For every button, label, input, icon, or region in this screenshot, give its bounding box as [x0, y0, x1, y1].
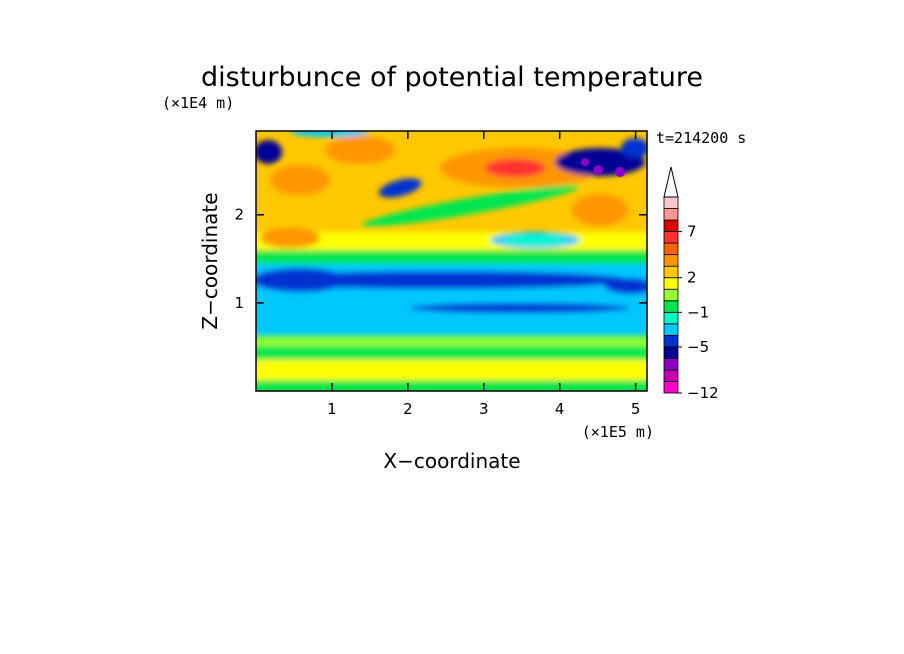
cyan-upper-1	[290, 131, 370, 137]
colorbar-segment	[663, 369, 679, 382]
purple-core-3	[581, 158, 589, 166]
band-bottom-green	[256, 378, 647, 391]
colorbar-segment	[663, 346, 679, 359]
blue-upper-4	[621, 138, 647, 158]
blue-band-3	[410, 303, 630, 313]
colorbar-segment	[663, 358, 679, 371]
band-yellow-low	[256, 358, 647, 380]
x-unit-label: (×1E5 m)	[582, 423, 654, 441]
colorbar-segment	[663, 323, 679, 336]
chart-title: disturbunce of potential temperature	[201, 62, 703, 93]
purple-core-2	[615, 167, 625, 177]
colorbar-extend-triangle	[663, 166, 679, 198]
x-ticks: 1 2 3 4 5	[327, 131, 640, 418]
colorbar-label: 7	[687, 223, 697, 241]
colorbar-label: −5	[687, 338, 709, 356]
x-axis-label: X−coordinate	[383, 449, 520, 473]
green-streak	[361, 185, 579, 227]
cyan-ring-inner	[503, 236, 567, 244]
orange-upper-5	[572, 194, 628, 226]
x-tick-label: 4	[555, 400, 565, 418]
field-cores	[581, 158, 625, 177]
purple-core-1	[593, 165, 603, 175]
heatmap-field	[256, 131, 647, 391]
colorbar-segment	[663, 334, 679, 348]
colorbar-segment	[663, 242, 679, 256]
colorbar-segment	[663, 311, 679, 325]
y-tick-label: 1	[234, 294, 244, 312]
blue-band-2	[256, 268, 348, 292]
colorbar-segment	[663, 254, 679, 267]
blue-band-4	[605, 278, 647, 294]
field-bands	[256, 131, 647, 391]
orange-upper-3	[325, 136, 395, 164]
colorbar-segment	[663, 288, 679, 302]
orange-upper-2	[270, 165, 330, 195]
colorbar-segment	[663, 208, 679, 221]
band-lightgreen-low	[256, 338, 647, 346]
x-tick-label: 2	[403, 400, 413, 418]
colorbar-segment	[663, 277, 679, 290]
colorbar-segment	[663, 300, 679, 313]
colorbar-label: −12	[687, 384, 719, 402]
time-label: t=214200 s	[656, 129, 746, 147]
y-tick-label: 2	[234, 206, 244, 224]
y-ticks: 12	[234, 206, 647, 312]
blue-upper-2	[256, 140, 282, 164]
x-tick-label: 5	[631, 400, 641, 418]
y-axis-label: Z−coordinate	[198, 192, 222, 329]
colorbar: 7 2 −1 −5 −12	[663, 166, 719, 402]
orange-upper-4	[260, 228, 320, 248]
blue-upper-3	[378, 178, 422, 198]
colorbar-label: 2	[687, 269, 697, 287]
x-tick-label: 1	[327, 400, 337, 418]
colorbar-segment	[663, 231, 679, 244]
colorbar-segment	[663, 196, 679, 209]
x-tick-label: 3	[479, 400, 489, 418]
plot-frame	[255, 130, 648, 392]
colorbar-segment	[663, 381, 679, 394]
blue-band-1	[256, 271, 630, 289]
colorbar-segment	[663, 265, 679, 279]
band-green-mid	[256, 248, 647, 264]
red-upper-1	[485, 159, 545, 177]
colorbar-segment	[663, 219, 679, 232]
colorbar-label: −1	[687, 303, 709, 321]
y-unit-label: (×1E4 m)	[162, 94, 234, 112]
